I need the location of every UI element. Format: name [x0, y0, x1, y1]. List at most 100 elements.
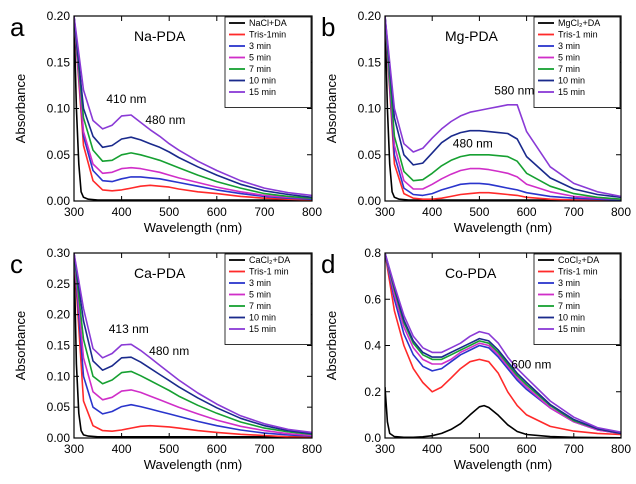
x-tick-label: 500	[469, 205, 489, 219]
y-tick-label: 0.15	[358, 55, 382, 69]
series-line-5	[74, 253, 312, 435]
y-axis-label: Absorbance	[13, 74, 28, 143]
peak-annotation: 480 nm	[149, 344, 189, 358]
y-tick-label: 0.0	[364, 431, 381, 445]
x-tick-label: 700	[564, 205, 584, 219]
chart-panel-c: 300 400 500 600 700 800 0.00 0.05 0.10 0.15 0.20 0.…	[10, 246, 322, 472]
legend-entry: 10 min	[249, 76, 276, 86]
y-tick-label: 0.6	[364, 292, 381, 306]
series-line-3	[385, 253, 621, 435]
x-tick-label: 700	[254, 442, 274, 456]
legend-entry: 15 min	[249, 87, 276, 97]
x-tick-label: 500	[159, 442, 179, 456]
peak-annotation: 410 nm	[106, 92, 146, 106]
panel-title: Mg-PDA	[445, 28, 499, 44]
legend-entry: Tris-1 min	[558, 267, 598, 277]
x-tick-label: 700	[254, 205, 274, 219]
series-line-0	[385, 387, 621, 438]
series-group	[74, 253, 312, 438]
legend-entry: 3 min	[558, 41, 580, 51]
series-line-0	[74, 253, 312, 438]
y-tick-label: 0.30	[47, 246, 71, 260]
y-tick-label: 0.20	[358, 9, 382, 23]
y-tick-label: 0.2	[364, 385, 381, 399]
legend-entry: 5 min	[249, 290, 271, 300]
x-tick-label: 600	[207, 442, 227, 456]
x-axis-label: Wavelength (nm)	[144, 457, 243, 472]
y-tick-label: 0.10	[358, 102, 382, 116]
chart-panel-a: 300 400 500 600 700 800 0.00 0.05 0.10 0.15 0.20 Wa…	[10, 9, 322, 235]
x-tick-label: 800	[302, 205, 322, 219]
legend-entry: 15 min	[558, 87, 585, 97]
series-group	[385, 16, 621, 201]
x-tick-label: 600	[207, 205, 227, 219]
y-tick-label: 0.8	[364, 246, 381, 260]
y-axis-label: Absorbance	[13, 311, 28, 380]
legend-entry: 7 min	[558, 64, 580, 74]
series-line-3	[74, 253, 312, 437]
series-line-4	[385, 16, 621, 200]
legend-entry: 3 min	[558, 278, 580, 288]
legend-entry: 5 min	[558, 290, 580, 300]
panel-letter: a	[10, 12, 25, 42]
chart-panel-b: 300 400 500 600 700 800 0.00 0.05 0.10 0.15 0.20 Wa…	[321, 9, 631, 235]
legend-entry: 10 min	[558, 76, 585, 86]
y-tick-label: 0.05	[47, 148, 71, 162]
series-line-5	[385, 16, 621, 199]
series-line-1	[74, 253, 312, 438]
y-tick-label: 0.10	[47, 369, 71, 383]
legend-entry: 10 min	[558, 313, 585, 323]
y-axis-label: Absorbance	[324, 311, 339, 380]
y-tick-label: 0.05	[358, 148, 382, 162]
x-tick-label: 500	[469, 442, 489, 456]
x-tick-label: 400	[422, 442, 442, 456]
series-line-1	[74, 16, 312, 201]
series-line-5	[74, 16, 312, 199]
series-line-2	[74, 16, 312, 200]
peak-annotation: 600 nm	[511, 358, 551, 372]
legend-entry: 7 min	[249, 301, 271, 311]
y-tick-label: 0.15	[47, 55, 71, 69]
legend-entry: 5 min	[249, 53, 271, 63]
x-tick-label: 500	[159, 205, 179, 219]
y-tick-label: 0.00	[358, 194, 382, 208]
y-tick-label: 0.4	[364, 339, 381, 353]
legend-entry: 7 min	[249, 64, 271, 74]
legend-entry: 7 min	[558, 301, 580, 311]
series-line-2	[74, 253, 312, 437]
panel-letter: d	[321, 249, 335, 279]
series-line-2	[385, 16, 621, 201]
y-axis-label: Absorbance	[324, 74, 339, 143]
series-line-4	[74, 253, 312, 436]
x-tick-label: 800	[302, 442, 322, 456]
x-tick-label: 600	[517, 205, 537, 219]
series-line-6	[74, 16, 312, 197]
x-axis-label: Wavelength (nm)	[454, 457, 553, 472]
legend-entry: 3 min	[249, 41, 271, 51]
series-line-3	[385, 16, 621, 200]
y-tick-label: 0.25	[47, 277, 71, 291]
series-line-1	[385, 16, 621, 201]
x-tick-label: 400	[112, 205, 132, 219]
series-line-6	[385, 253, 621, 433]
y-tick-label: 0.10	[47, 102, 71, 116]
legend-entry: Tris-1 min	[558, 30, 598, 40]
x-tick-label: 700	[564, 442, 584, 456]
series-group	[385, 253, 621, 438]
x-tick-label: 300	[64, 205, 84, 219]
series-line-4	[385, 253, 621, 435]
x-axis-label: Wavelength (nm)	[454, 220, 553, 235]
legend-entry: 5 min	[558, 53, 580, 63]
series-line-1	[385, 253, 621, 436]
legend-entry: Tris-1min	[249, 30, 286, 40]
series-line-6	[74, 253, 312, 434]
peak-annotation: 580 nm	[494, 84, 534, 98]
y-tick-label: 0.00	[47, 431, 71, 445]
y-tick-label: 0.05	[47, 400, 71, 414]
panel-title: Co-PDA	[445, 265, 497, 281]
x-tick-label: 400	[422, 205, 442, 219]
